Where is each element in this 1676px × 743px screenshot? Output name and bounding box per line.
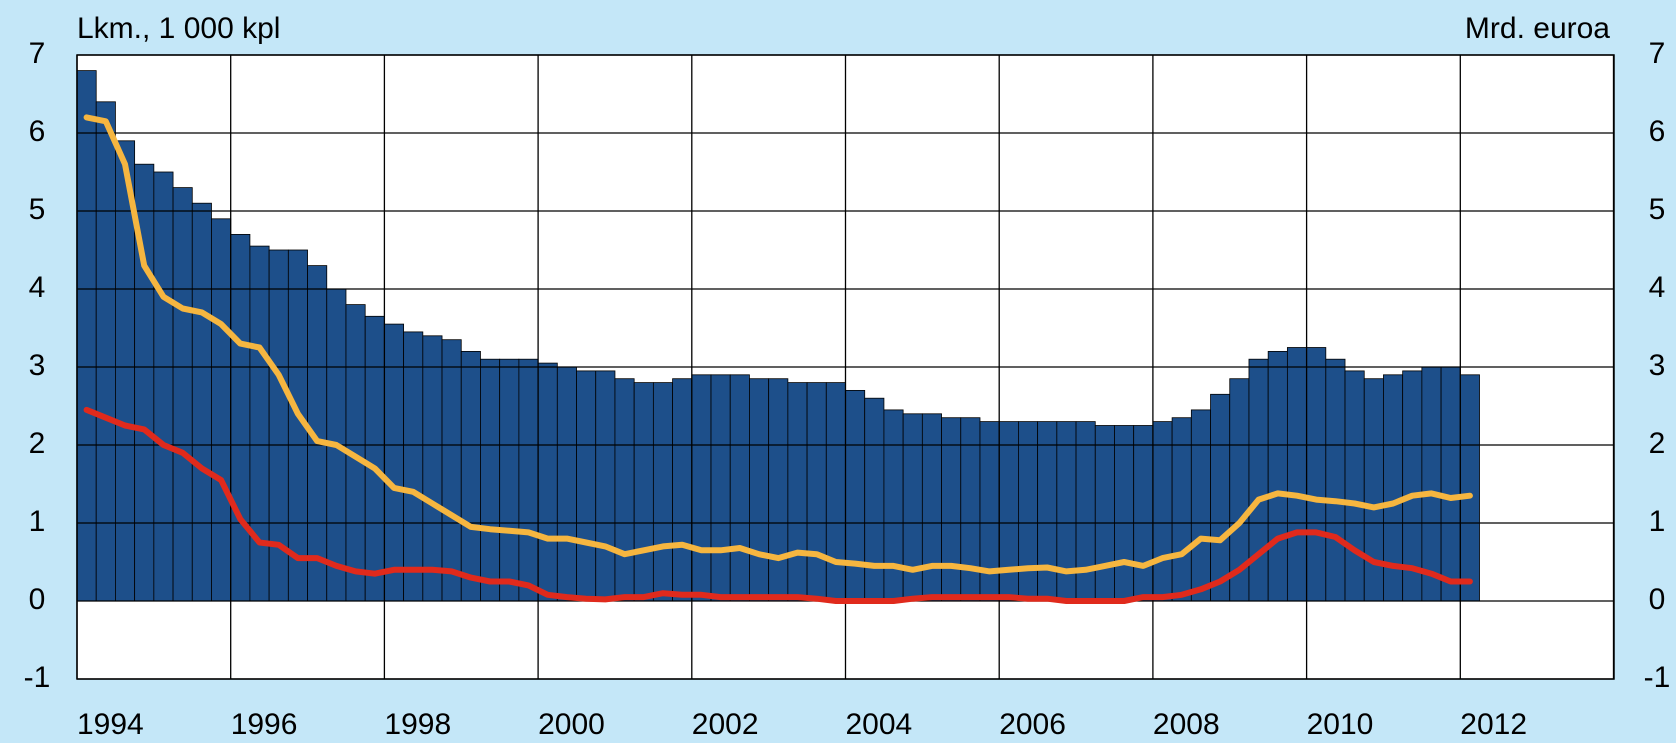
bar [441,339,462,602]
bar [729,374,750,602]
bar [1267,350,1288,602]
bar [672,378,693,602]
bar [921,413,942,602]
bar [768,378,789,602]
bar [710,374,731,602]
bar [460,350,481,602]
y2-tick-label: 7 [1649,37,1666,70]
bar [845,389,866,602]
x-tick-label: 2010 [1307,708,1374,741]
y-tick-label: 1 [29,505,46,538]
y-axis-label: Lkm., 1 000 kpl [77,12,280,45]
bar [1459,374,1480,602]
bar [191,202,212,602]
x-tick-label: 2006 [999,708,1066,741]
y-tick-label: 7 [29,37,46,70]
y-tick-label: 5 [29,193,46,226]
y-tick-label: -1 [24,661,51,694]
x-tick-label: 2002 [692,708,759,741]
bar [1421,366,1442,602]
bar [1190,409,1211,602]
bar [211,218,232,602]
y2-tick-label: 6 [1649,115,1666,148]
y2-tick-label: 1 [1649,505,1666,538]
y2-tick-label: 5 [1649,193,1666,226]
x-tick-label: 2004 [846,708,913,741]
bar [1363,378,1384,602]
bar [1248,358,1269,602]
bar [1018,421,1039,602]
bar [1286,347,1307,602]
bar [1094,425,1115,602]
y2-tick-label: 4 [1649,271,1666,304]
line [83,406,1473,604]
bar [1325,358,1346,602]
y2-tick-label: 0 [1649,583,1666,616]
plot-frame [76,54,1615,680]
bar [883,409,904,602]
x-tick-label: 1994 [77,708,144,741]
bar [806,382,827,602]
bar [595,370,616,602]
bar [537,362,558,602]
bar [172,187,193,602]
bar [691,374,712,602]
x-tick-label: 2012 [1460,708,1527,741]
bar [403,331,424,602]
bar [749,378,770,602]
y2-axis-label: Mrd. euroa [1465,12,1610,45]
y2-tick-label: 2 [1649,427,1666,460]
bar [1440,366,1461,602]
bar [95,101,116,602]
bar [499,358,520,602]
y-tick-label: 2 [29,427,46,460]
y-tick-label: 0 [29,583,46,616]
bar [1114,425,1135,602]
y2-tick-label: -1 [1644,661,1671,694]
bar [422,335,443,602]
line [83,114,1473,575]
bar [902,413,923,602]
x-tick-label: 2000 [538,708,605,741]
bar [383,323,405,602]
bar [518,358,539,602]
bar [249,245,270,602]
bar [652,382,673,602]
bar [787,382,808,602]
bar [1133,425,1154,602]
bar [998,421,1019,602]
y-tick-label: 6 [29,115,46,148]
y2-tick-label: 3 [1649,349,1666,382]
y-tick-label: 4 [29,271,46,304]
bar [1037,421,1058,602]
x-tick-label: 1998 [384,708,451,741]
bar [825,382,846,602]
bar [76,70,97,602]
y-tick-label: 3 [29,349,46,382]
bar [1152,421,1173,602]
bar [153,171,174,602]
bar [1075,421,1096,602]
bar [576,370,597,602]
bar [633,382,654,602]
bar [864,397,885,602]
bar [556,366,577,602]
bar [1210,393,1231,602]
bar [1306,347,1327,602]
bar [614,378,635,602]
bar [364,315,385,602]
bar [480,358,501,602]
x-tick-label: 2008 [1153,708,1220,741]
bar [1344,370,1365,602]
x-tick-label: 1996 [231,708,298,741]
